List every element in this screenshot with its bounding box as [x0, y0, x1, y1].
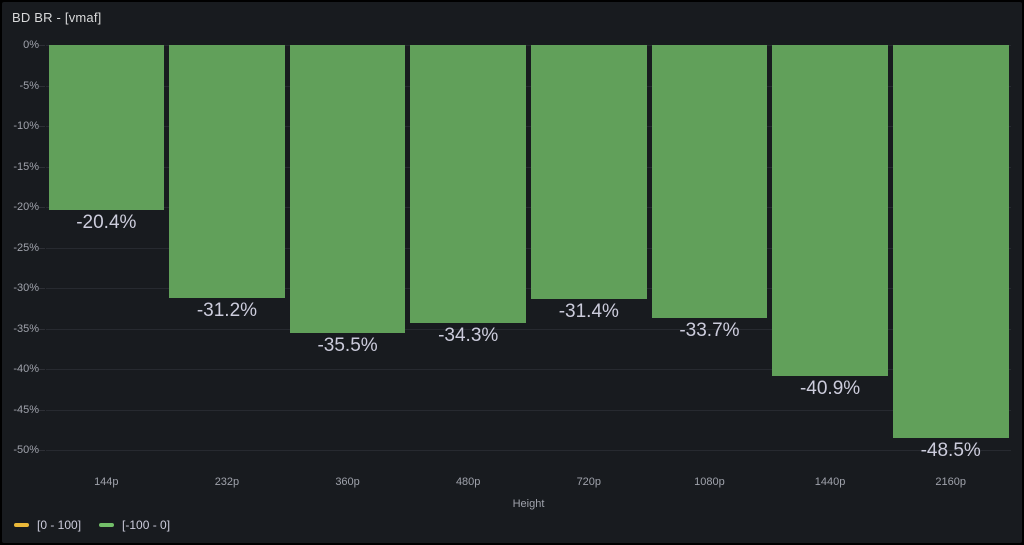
bar-360p[interactable] — [289, 45, 406, 333]
gridline — [46, 166, 1011, 168]
plot-area: -20.4% -31.2% -35.5% -34.3% -31.4% -33.7% -40.… — [38, 45, 1011, 461]
y-axis: 0% -5% -10% -15% -20% -25% -30% -35% -40% -45% -50… — [2, 39, 39, 456]
x-tick-label: 2160p — [935, 476, 966, 488]
gridline — [46, 288, 1011, 289]
panel-title[interactable]: BD BR - [vmaf] — [12, 10, 102, 25]
bar-value-label: -31.2% — [196, 299, 258, 321]
y-tick-label: -50% — [13, 444, 39, 456]
y-tick-label: -45% — [13, 403, 39, 416]
y-tick-label: -30% — [13, 282, 39, 294]
legend-item-label: [0 - 100] — [37, 518, 82, 532]
y-tick-label: -40% — [13, 363, 39, 375]
y-axis-tick — [38, 369, 45, 370]
y-tick-label: 0% — [23, 39, 39, 51]
gridline — [46, 369, 1011, 370]
gridline — [46, 450, 1011, 451]
bar-144p[interactable] — [48, 45, 165, 211]
y-axis-tick — [38, 45, 45, 46]
bar-1440p[interactable] — [772, 45, 888, 377]
y-axis-tick — [38, 288, 45, 289]
y-axis-tick — [38, 409, 45, 411]
legend-marker — [99, 523, 115, 527]
y-axis-tick — [38, 126, 45, 127]
x-tick-label: 1080p — [694, 476, 725, 488]
y-axis-tick — [38, 85, 45, 87]
bar-232p[interactable] — [169, 45, 285, 298]
bar-value-label: -31.4% — [558, 301, 619, 323]
y-tick-label: -35% — [13, 322, 39, 335]
gridline — [46, 85, 1011, 87]
y-tick-label: -20% — [13, 201, 39, 213]
y-tick-label: -10% — [13, 120, 39, 132]
bar-value-label: -20.4% — [76, 212, 137, 234]
bar-720p[interactable] — [531, 45, 647, 300]
legend-item-positive-range[interactable]: [0 - 100] — [14, 518, 81, 532]
legend-marker — [14, 523, 29, 527]
legend-item-label: [-100 - 0] — [122, 518, 171, 532]
bar-value-label: -35.5% — [317, 334, 378, 356]
x-tick-label: 720p — [576, 476, 602, 488]
gridline — [46, 409, 1011, 411]
y-axis-tick — [38, 247, 45, 249]
y-tick-label: -25% — [13, 241, 39, 254]
bar-value-label: -33.7% — [679, 319, 740, 341]
x-tick-label: 480p — [455, 476, 481, 488]
legend: [0 - 100] [-100 - 0] — [14, 516, 170, 534]
bar-2160p[interactable] — [892, 45, 1009, 438]
x-tick-label: 360p — [335, 476, 360, 488]
gridline — [46, 126, 1011, 127]
bar-value-label: -34.3% — [438, 324, 499, 346]
y-axis-tick — [38, 207, 45, 208]
x-tick-label: 144p — [94, 476, 119, 488]
y-tick-label: -5% — [19, 79, 39, 92]
y-axis-tick — [38, 328, 45, 330]
bar-value-label: -48.5% — [920, 439, 981, 461]
bar-480p[interactable] — [410, 45, 526, 323]
x-tick-label: 232p — [214, 476, 240, 488]
x-axis-title: Height — [512, 498, 545, 510]
x-axis: 144p 232p 360p 480p 720p 1080p 1440p 2160p — [46, 476, 1011, 490]
x-tick-label: 1440p — [814, 476, 846, 488]
gridline — [46, 45, 1011, 46]
bar-1080p[interactable] — [651, 45, 768, 318]
y-axis-tick — [38, 166, 45, 168]
gridline — [46, 207, 1011, 208]
bar-value-label: -40.9% — [799, 378, 861, 400]
y-axis-tick — [38, 450, 45, 451]
gridline — [46, 328, 1011, 330]
y-tick-label: -15% — [13, 160, 39, 173]
legend-item-negative-range[interactable]: [-100 - 0] — [99, 518, 170, 532]
gridline — [46, 247, 1011, 249]
